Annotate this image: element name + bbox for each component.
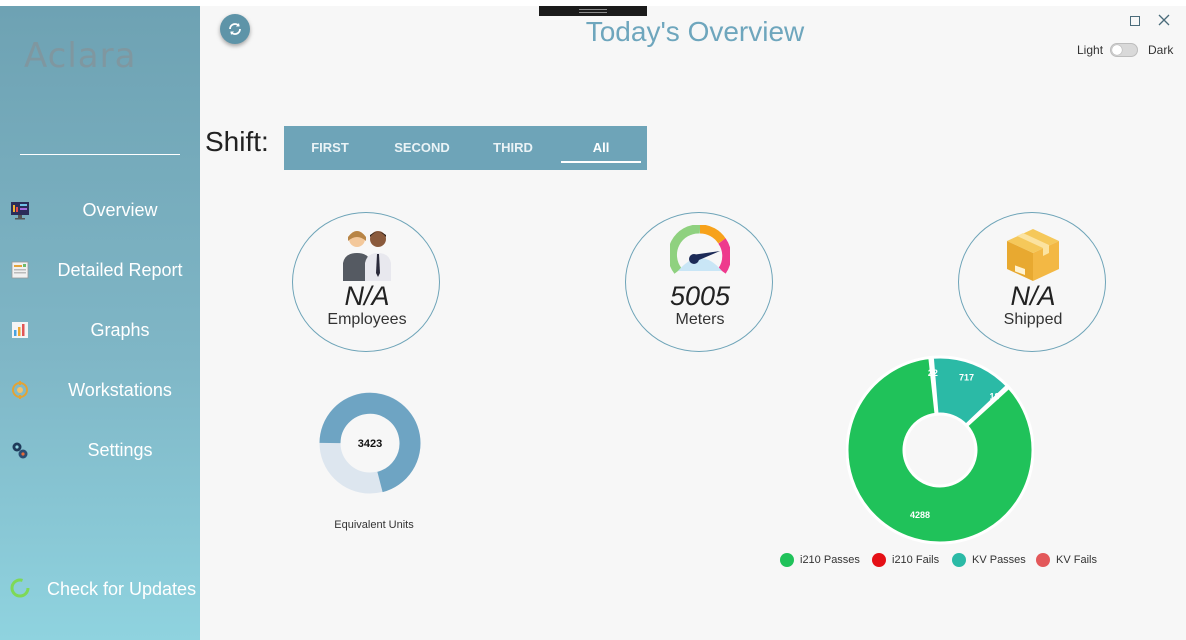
monitor-dashboard-icon	[11, 202, 29, 220]
sidebar-item-label: Overview	[82, 199, 158, 220]
legend-swatch	[780, 553, 794, 567]
sidebar-item-graphs[interactable]: Graphs	[0, 310, 200, 350]
meters-value: 5005	[669, 281, 731, 311]
sidebar-item-label: Workstations	[68, 379, 172, 400]
shipped-label: Shipped	[1003, 311, 1063, 328]
maximize-button[interactable]	[1130, 16, 1140, 26]
donut-data-label: 22	[928, 368, 938, 378]
close-icon[interactable]	[1156, 12, 1172, 28]
legend-label: i210 Fails	[892, 554, 940, 566]
legend-swatch	[872, 553, 886, 567]
gauge-center-value: 3423	[358, 438, 382, 450]
sidebar-item-label: Settings	[87, 439, 153, 460]
selected-tab-indicator	[561, 161, 641, 163]
refresh-circle-icon	[10, 578, 30, 598]
sidebar-item-detailed-report[interactable]: Detailed Report	[0, 250, 200, 290]
refresh-icon	[229, 23, 241, 35]
tab-second[interactable]: SECOND	[394, 140, 450, 155]
tab-third[interactable]: THIRD	[493, 140, 533, 155]
meters-label: Meters	[675, 311, 725, 328]
workstation-icon	[12, 381, 28, 399]
theme-toggle[interactable]	[1110, 43, 1138, 57]
employees-label: Employees	[327, 311, 407, 328]
donut-data-label: 4288	[910, 510, 930, 520]
meters-card: 5005 Meters	[625, 212, 773, 352]
toggle-knob	[1112, 45, 1122, 55]
theme-dark-label: Dark	[1148, 43, 1174, 57]
sidebar: Aclara Overview Detailed Report	[0, 6, 200, 640]
package-box-icon	[1007, 229, 1059, 281]
donut-data-label: 717	[959, 372, 974, 382]
report-icon	[11, 261, 29, 279]
legend-swatch	[952, 553, 966, 567]
tab-all[interactable]: All	[592, 140, 610, 155]
speedometer-icon	[670, 225, 730, 274]
shift-tabs: FIRST SECOND THIRD All	[284, 126, 647, 170]
donut-slice-i210-passes[interactable]	[846, 355, 1034, 545]
legend-item[interactable]: i210 Passes	[780, 552, 860, 568]
legend-item[interactable]: i210 Fails	[872, 552, 939, 568]
legend-item[interactable]: KV Passes	[952, 552, 1026, 568]
window-drag-handle[interactable]	[539, 6, 647, 16]
employees-icon	[343, 231, 391, 281]
page-title: Today's Overview	[585, 16, 805, 47]
sidebar-item-label: Detailed Report	[57, 259, 183, 280]
bar-chart-icon	[12, 322, 28, 338]
refresh-button[interactable]	[220, 14, 250, 44]
theme-light-label: Light	[1077, 43, 1104, 57]
results-donut-chart: 22 717 18 4288	[846, 355, 1034, 545]
sidebar-item-settings[interactable]: Settings	[0, 430, 200, 470]
gears-icon	[12, 442, 28, 459]
tab-first[interactable]: FIRST	[311, 140, 349, 155]
equivalent-units-label: Equivalent Units	[334, 519, 414, 531]
legend-swatch	[1036, 553, 1050, 567]
shipped-value: N/A	[1010, 281, 1056, 311]
shipped-card: N/A Shipped	[958, 212, 1106, 352]
equivalent-units-gauge: 3423	[319, 392, 421, 494]
legend-label: i210 Passes	[800, 554, 860, 566]
check-updates-button[interactable]: Check for Updates	[0, 572, 200, 606]
gauge-filled-arc	[319, 392, 421, 493]
sidebar-item-label: Graphs	[90, 319, 150, 340]
employees-value: N/A	[344, 281, 390, 311]
app-logo: Aclara	[24, 36, 137, 76]
legend-label: KV Passes	[972, 554, 1026, 566]
sidebar-item-workstations[interactable]: Workstations	[0, 370, 200, 410]
employees-card: N/A Employees	[292, 212, 440, 352]
check-updates-label: Check for Updates	[47, 579, 197, 599]
donut-data-label: 18	[990, 391, 1000, 401]
shift-label: Shift:	[205, 126, 269, 157]
legend-label: KV Fails	[1056, 554, 1097, 566]
legend-item[interactable]: KV Fails	[1036, 552, 1097, 568]
sidebar-item-overview[interactable]: Overview	[0, 190, 200, 230]
sidebar-divider	[20, 154, 180, 155]
